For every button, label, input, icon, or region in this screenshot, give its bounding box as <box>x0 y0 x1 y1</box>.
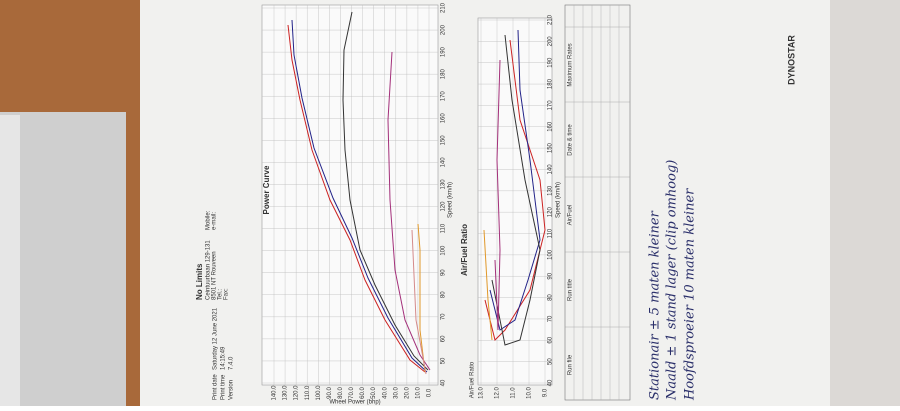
tick-label: 50 <box>441 357 447 364</box>
address: Ceintuurbaan 129-131 <box>206 240 212 300</box>
tick-label: 90 <box>548 272 554 279</box>
value: 14:15:49 <box>221 346 227 370</box>
run-table <box>564 4 631 401</box>
afr-chart-area <box>477 17 553 386</box>
tick-label: 10.0 <box>416 387 422 399</box>
tick-label: 11.0 <box>511 387 517 399</box>
chart-title: Air/Fuel Ratio <box>460 224 469 276</box>
tick-label: 150 <box>548 142 554 153</box>
tick-label: 140 <box>441 157 447 168</box>
tick-label: 210 <box>441 2 447 13</box>
tick-label: 60.0 <box>360 387 366 399</box>
tick-label: 100 <box>441 245 447 256</box>
tick-label: 170 <box>548 100 554 111</box>
tick-label: 190 <box>441 46 447 57</box>
tick-label: 180 <box>548 78 554 89</box>
tick-label: 160 <box>548 121 554 132</box>
tick-label: 180 <box>441 69 447 80</box>
chart-title: Power Curve <box>262 165 271 214</box>
tick-label: 140.0 <box>272 385 278 401</box>
tick-label: 190 <box>548 57 554 68</box>
tick-label: 9.0 <box>543 388 549 397</box>
tick-label: 110 <box>548 228 554 238</box>
paper-shadow <box>830 0 900 406</box>
tick-label: 80.0 <box>338 387 344 399</box>
tick-label: 90 <box>441 269 447 276</box>
tick-label: 200 <box>548 36 554 47</box>
tick-label: Run title <box>568 278 574 301</box>
address: 8501 NT Rouveen <box>212 251 218 300</box>
tick-label: 210 <box>548 14 554 25</box>
power-chart-area <box>261 4 439 386</box>
tick-label: 140 <box>548 164 554 175</box>
tick-label: 30.0 <box>393 387 399 399</box>
axis-label: Speed (km/h) <box>448 182 454 218</box>
tick-label: 110.0 <box>305 385 311 400</box>
tick-label: 100.0 <box>316 385 322 401</box>
note: Naald ± 1 stand lager (clip omhoog) <box>665 160 680 401</box>
tick-label: 80 <box>441 291 447 298</box>
tick-label: 60 <box>548 336 554 343</box>
fax: Fax: <box>224 288 230 300</box>
tick-label: 40.0 <box>382 387 388 399</box>
tick-label: Run file <box>568 354 574 375</box>
tick-label: 20.0 <box>404 387 410 399</box>
tick-label: 80 <box>548 294 554 301</box>
tick-label: 110 <box>441 223 447 233</box>
afr-curves <box>483 29 546 346</box>
tick-label: 90.0 <box>327 387 333 399</box>
tick-label: 60 <box>441 335 447 342</box>
email: e-mail: <box>212 212 218 230</box>
tick-label: 130.0 <box>283 385 289 401</box>
label: Print time <box>221 374 227 400</box>
tick-label: 120 <box>548 207 554 218</box>
tick-label: 170 <box>441 91 447 102</box>
axis-label: Air/Fuel Ratio <box>470 361 476 398</box>
tick-label: 70 <box>441 313 447 320</box>
tel: Tel.: <box>218 289 224 300</box>
tick-label: 70.0 <box>349 387 355 399</box>
tick-label: 40 <box>441 379 447 386</box>
tick-label: Maximum Rates <box>568 43 574 86</box>
tick-label: Date & time <box>568 124 574 156</box>
tick-label: 10.0 <box>527 387 533 399</box>
axis-label: Wheel Power (bhp) <box>329 400 380 406</box>
tick-label: 12.0 <box>495 387 501 399</box>
power-curves <box>287 11 431 375</box>
tick-label: 120.0 <box>294 385 300 401</box>
label: Version <box>229 380 235 400</box>
note: Stationair ± 5 maten kleiner <box>648 210 663 400</box>
value: 7.4.0 <box>229 356 235 370</box>
company: No Limits <box>195 263 204 300</box>
axis-label: Speed (km/h) <box>556 182 562 218</box>
tick-label: 70 <box>548 315 554 322</box>
device-edge <box>0 115 20 406</box>
label: Print date <box>213 374 219 400</box>
tick-label: 50.0 <box>371 387 377 399</box>
tick-label: 150 <box>441 135 447 146</box>
tick-label: 50 <box>548 358 554 365</box>
tick-label: 120 <box>441 201 447 212</box>
tick-label: Air/Fuel <box>568 205 574 226</box>
tick-label: 130 <box>441 179 447 190</box>
tick-label: 40 <box>548 379 554 386</box>
tick-label: 100 <box>548 249 554 260</box>
tick-label: 160 <box>441 113 447 124</box>
tick-label: 130 <box>548 185 554 196</box>
value: Saturday 12 June 2021 <box>213 307 219 370</box>
logo: DYNOSTAR <box>786 35 796 85</box>
note: Hoofdsproeier 10 maten kleiner <box>683 188 698 401</box>
mobile: Mobile: <box>206 210 212 230</box>
tick-label: 13.0 <box>479 387 485 399</box>
tick-label: 0.0 <box>427 388 433 397</box>
gray-device <box>0 112 126 406</box>
tick-label: 200 <box>441 24 447 35</box>
